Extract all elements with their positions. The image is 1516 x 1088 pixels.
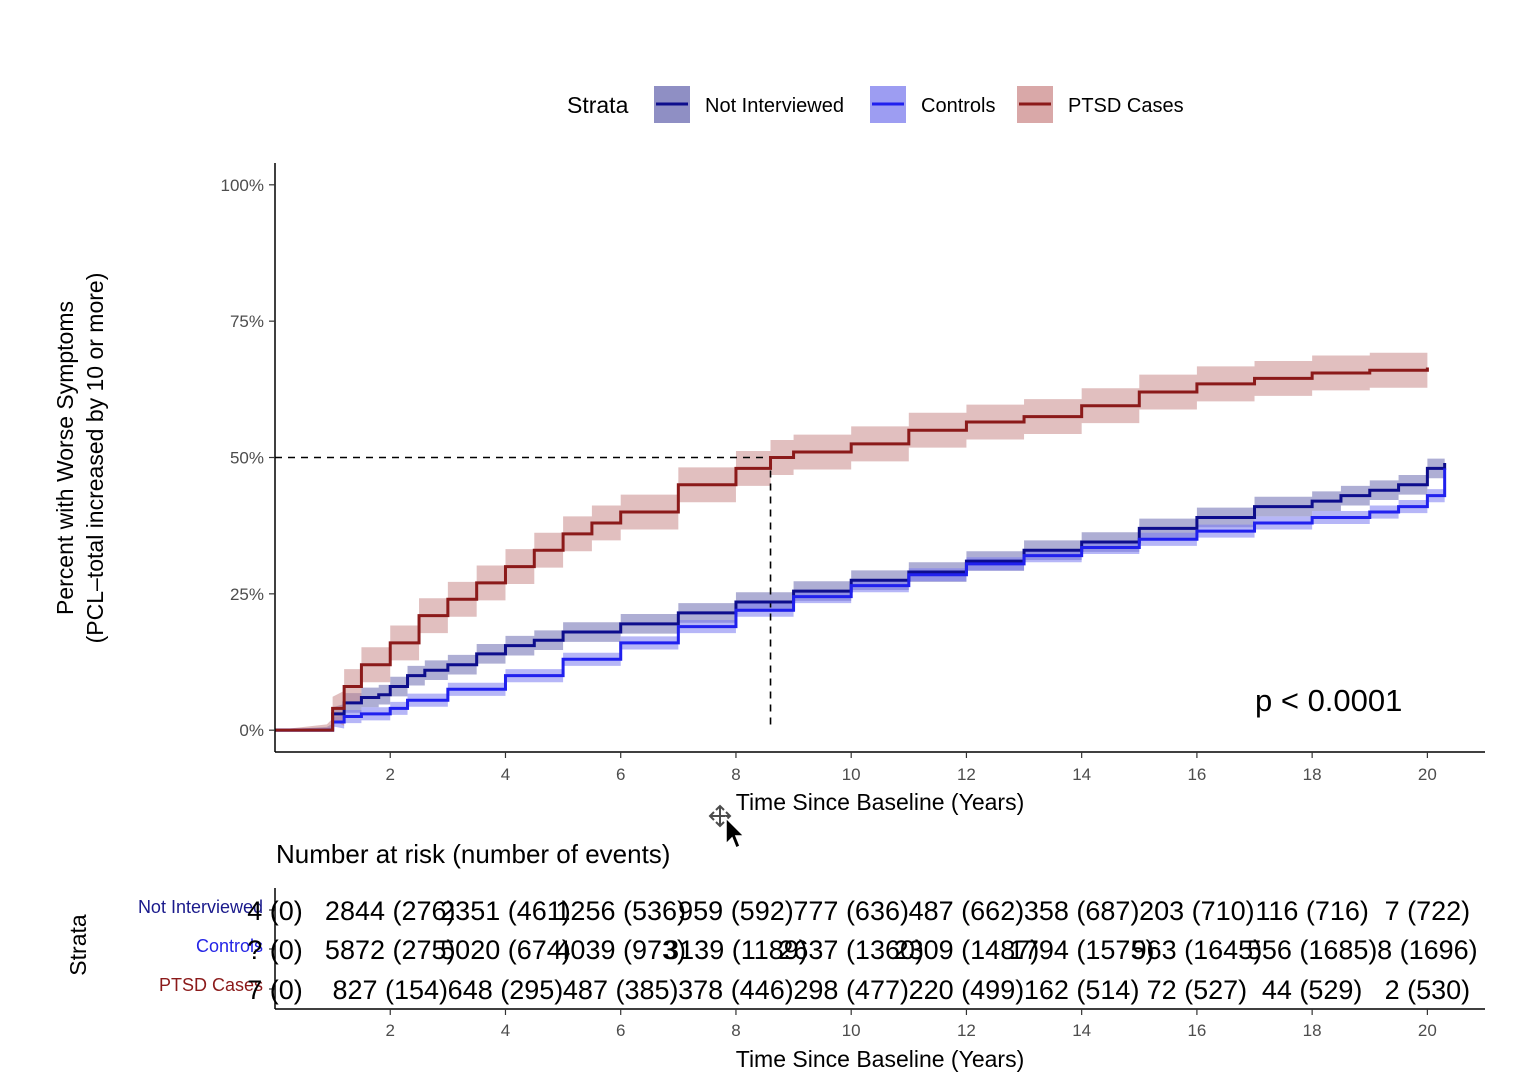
risk-cell: 2637 (1360)	[778, 935, 924, 965]
y-tick-label: 0%	[239, 721, 264, 740]
risk-cell: 2 (530)	[1385, 975, 1471, 1005]
risk-x-tick-label: 16	[1187, 1021, 1206, 1040]
risk-cell: 162 (514)	[1024, 975, 1140, 1005]
risk-cell: 8 (1696)	[1377, 935, 1478, 965]
x-axis-title: Time Since Baseline (Years)	[736, 789, 1024, 815]
risk-cell: 556 (1685)	[1247, 935, 1378, 965]
risk-cell: 116 (716)	[1255, 896, 1369, 926]
ci-band-controls	[275, 461, 1445, 731]
risk-cell: 827 (154)	[332, 975, 448, 1005]
legend-key-not-interviewed: Not Interviewed	[654, 86, 844, 123]
median-reference-lines	[275, 456, 772, 731]
risk-cell: 5020 (674)	[440, 935, 571, 965]
legend-title: Strata	[567, 92, 629, 118]
risk-cell: 7 (722)	[1385, 896, 1471, 926]
risk-row-label: Controls	[196, 936, 263, 956]
risk-row-label: PTSD Cases	[159, 975, 263, 995]
ci-band-ptsd-cases	[275, 350, 1428, 731]
risk-cell: 378 (446)	[678, 975, 794, 1005]
risk-cell: 3139 (1189)	[664, 935, 808, 965]
mouse-cursor-icon	[708, 804, 746, 850]
curve-not-interviewed	[275, 462, 1447, 732]
risk-x-tick-label: 8	[731, 1021, 740, 1040]
risk-x-tick-label: 14	[1072, 1021, 1091, 1040]
risk-cell: 298 (477)	[793, 975, 909, 1005]
risk-x-tick-label: 2	[386, 1021, 395, 1040]
y-tick-label: 50%	[230, 449, 264, 468]
risk-cell: 648 (295)	[448, 975, 564, 1005]
risk-row-label: Not Interviewed	[138, 897, 263, 917]
y-axis-title-line-1: Percent with Worse Symptoms	[52, 301, 78, 615]
confidence-bands	[275, 350, 1445, 731]
y-axis-title-line-2: (PCL–total increased by 10 or more)	[82, 273, 108, 644]
risk-cell: 203 (710)	[1139, 896, 1255, 926]
risk-cell: 1256 (536)	[555, 896, 686, 926]
risk-cell: 2351 (461)	[440, 896, 571, 926]
risk-x-axis-title: Time Since Baseline (Years)	[736, 1046, 1024, 1072]
risk-x-axis-ticks: 2 4 6 8 10 12 14 16 18 20	[386, 1009, 1437, 1040]
risk-cell: 1794 (1575)	[1009, 935, 1155, 965]
x-tick-label: 16	[1187, 765, 1206, 784]
risk-table: Number at risk (number of events) Strata…	[65, 839, 1485, 1072]
legend-label-controls: Controls	[921, 95, 995, 117]
risk-cell: 959 (592)	[678, 896, 794, 926]
x-tick-label: 18	[1303, 765, 1322, 784]
p-value-annotation: p < 0.0001	[1255, 683, 1402, 718]
risk-table-title: Number at risk (number of events)	[276, 839, 670, 869]
risk-cell: 2844 (276)	[325, 896, 456, 926]
risk-cell: 5872 (275)	[325, 935, 456, 965]
risk-cell: 220 (499)	[909, 975, 1025, 1005]
x-tick-label: 4	[501, 765, 510, 784]
risk-cell: 777 (636)	[793, 896, 909, 926]
x-tick-label: 8	[731, 765, 740, 784]
curve-controls	[275, 468, 1447, 732]
risk-cell: 487 (662)	[909, 896, 1025, 926]
x-tick-label: 2	[386, 765, 395, 784]
risk-cell: 963 (1645)	[1132, 935, 1263, 965]
legend: Strata Not Interviewed Controls PTSD Cas…	[567, 86, 1184, 123]
legend-key-controls: Controls	[870, 86, 995, 123]
risk-table-strata-label: Strata	[65, 914, 91, 976]
x-tick-label: 10	[842, 765, 861, 784]
y-tick-label: 25%	[230, 585, 264, 604]
x-tick-label: 14	[1072, 765, 1091, 784]
risk-x-tick-label: 6	[616, 1021, 625, 1040]
y-tick-label: 75%	[230, 312, 264, 331]
y-axis-title: Percent with Worse Symptoms (PCL–total i…	[52, 273, 108, 644]
y-axis-ticks: 0% 25% 50% 75% 100%	[221, 176, 275, 740]
svg-text:Strata: Strata	[65, 914, 91, 976]
risk-cell: 72 (527)	[1147, 975, 1248, 1005]
risk-x-tick-label: 10	[842, 1021, 861, 1040]
risk-x-tick-label: 4	[501, 1021, 510, 1040]
risk-cell: 487 (385)	[563, 975, 679, 1005]
risk-cell: 4039 (973)	[555, 935, 686, 965]
x-tick-label: 20	[1418, 765, 1437, 784]
curve-ptsd-cases	[275, 367, 1429, 732]
risk-cell: 2309 (1487)	[894, 935, 1040, 965]
x-tick-label: 6	[616, 765, 625, 784]
risk-cell: 358 (687)	[1024, 896, 1140, 926]
risk-x-tick-label: 18	[1303, 1021, 1322, 1040]
legend-key-ptsd-cases: PTSD Cases	[1017, 86, 1184, 123]
x-axis-ticks: 2 4 6 8 10 12 14 16 18 20	[386, 752, 1437, 784]
legend-label-not-interviewed: Not Interviewed	[705, 95, 844, 117]
risk-x-tick-label: 12	[957, 1021, 976, 1040]
y-tick-label: 100%	[221, 176, 264, 195]
x-tick-label: 12	[957, 765, 976, 784]
risk-row-controls: Controls? (0) 5872 (275)5020 (674)4039 (9…	[196, 935, 1478, 965]
survival-curves	[275, 367, 1447, 732]
risk-x-tick-label: 20	[1418, 1021, 1437, 1040]
risk-cell: 44 (529)	[1262, 975, 1363, 1005]
legend-label-ptsd-cases: PTSD Cases	[1068, 95, 1184, 117]
ci-band-not-interviewed	[275, 453, 1445, 731]
